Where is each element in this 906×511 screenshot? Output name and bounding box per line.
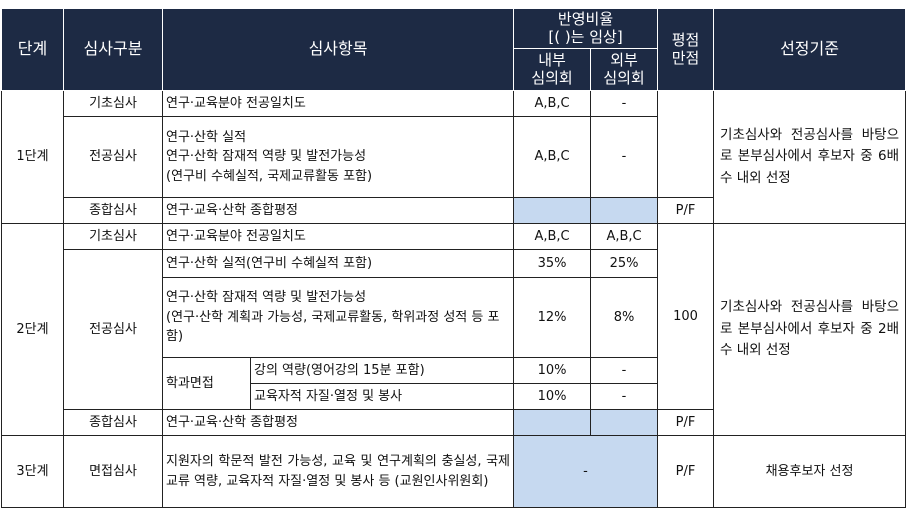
item: 연구·산학 실적(연구비 수혜실적 포함) xyxy=(161,249,515,278)
table-row: 3단계 면접심사 지원자의 학문적 발전 가능성, 교육 및 연구계획의 충실성… xyxy=(1,435,906,508)
item: 연구·교육분야 전공일치도 xyxy=(161,223,515,250)
internal: 35% xyxy=(513,249,592,278)
external: - xyxy=(590,383,659,410)
category: 기초심사 xyxy=(63,90,163,117)
stage-label: 3단계 xyxy=(1,435,64,508)
stage-label: 1단계 xyxy=(1,90,64,224)
header-ratio: 반영비율 [( )는 임상] xyxy=(513,8,659,49)
external xyxy=(590,409,659,436)
item: 강의 역량(영어강의 15분 포함) xyxy=(249,357,515,384)
external: A,B,C xyxy=(590,223,659,250)
external: - xyxy=(590,357,659,384)
table-row: 교육자적 자질·열정 및 봉사 10% - xyxy=(2,383,906,410)
interview-label: 학과면접 xyxy=(162,357,251,410)
external: - xyxy=(590,116,659,198)
internal: A,B,C xyxy=(513,116,592,198)
item: 연구·산학 잠재적 역량 및 발전가능성 (연구·산학 계획과 가능성, 국제교… xyxy=(161,277,515,358)
item: 연구·교육·산학 종합평정 xyxy=(161,197,515,224)
internal xyxy=(513,409,592,436)
item: 연구·산학 실적 연구·산학 잠재적 역량 및 발전가능성 (연구비 수혜실적,… xyxy=(161,116,515,198)
internal: 12% xyxy=(513,277,592,358)
category: 전공심사 xyxy=(63,116,163,198)
item: 지원자의 학문적 발전 가능성, 교육 및 연구계획의 충실성, 국제교류 역량… xyxy=(161,435,515,508)
internal: A,B,C xyxy=(513,223,592,250)
criteria: 채용후보자 선정 xyxy=(713,435,906,508)
evaluation-table: 단계 심사구분 심사항목 반영비율 [( )는 임상] 평점 만점 선정기준 내… xyxy=(1,8,906,508)
table-row: 2단계 기초심사 연구·교육분야 전공일치도 A,B,C A,B,C 100 기… xyxy=(1,223,906,436)
table-row: 종합심사 연구·교육·산학 종합평정 P/F xyxy=(2,409,906,436)
item: 교육자적 자질·열정 및 봉사 xyxy=(249,383,515,410)
header-item: 심사항목 xyxy=(161,8,515,91)
score: P/F xyxy=(657,197,715,224)
external: - xyxy=(590,90,659,117)
external xyxy=(590,197,659,224)
category: 종합심사 xyxy=(63,409,163,436)
table-row: 전공심사 연구·산학 실적 연구·산학 잠재적 역량 및 발전가능성 (연구비 … xyxy=(2,116,906,198)
header-external: 외부 심의회 xyxy=(590,48,659,91)
external: 25% xyxy=(590,249,659,278)
item: 연구·교육·산학 종합평정 xyxy=(161,409,515,436)
table-row: 학과면접 강의 역량(영어강의 15분 포함) 10% - xyxy=(2,357,906,410)
category: 면접심사 xyxy=(63,435,163,508)
internal xyxy=(513,197,592,224)
table-row: 1단계 기초심사 연구·교육분야 전공일치도 A,B,C - 기초심사와 전공심… xyxy=(1,90,906,224)
criteria: 기초심사와 전공심사를 바탕으로 본부심사에서 후보자 중 2배수 내외 선정 xyxy=(713,223,906,436)
header-max-score: 평점 만점 xyxy=(657,8,715,91)
category: 기초심사 xyxy=(63,223,163,250)
header-category: 심사구분 xyxy=(63,8,163,91)
score: 100 xyxy=(657,223,715,410)
internal: A,B,C xyxy=(513,90,592,117)
score: P/F xyxy=(657,435,715,508)
header-stage: 단계 xyxy=(1,8,64,91)
ratio: - xyxy=(513,435,659,508)
category: 종합심사 xyxy=(63,197,163,224)
score xyxy=(657,90,715,198)
header-criteria: 선정기준 xyxy=(713,8,906,91)
stage-label: 2단계 xyxy=(1,223,64,436)
external: 8% xyxy=(590,277,659,358)
score: P/F xyxy=(657,409,715,436)
internal: 10% xyxy=(513,357,592,384)
item: 연구·교육분야 전공일치도 xyxy=(161,90,515,117)
header-internal: 내부 심의회 xyxy=(513,48,592,91)
criteria: 기초심사와 전공심사를 바탕으로 본부심사에서 후보자 중 6배수 내외 선정 xyxy=(713,90,906,224)
internal: 10% xyxy=(513,383,592,410)
category: 전공심사 xyxy=(63,249,163,410)
